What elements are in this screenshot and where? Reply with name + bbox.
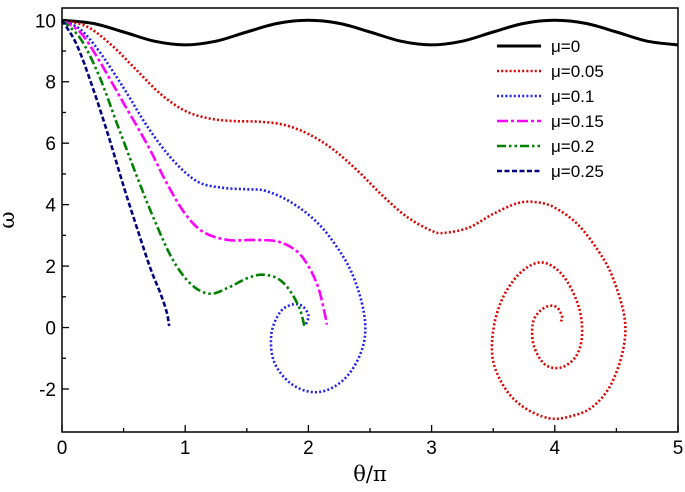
x-tick-label: 0	[57, 438, 68, 459]
y-tick-label: 10	[35, 11, 56, 32]
x-tick-label: 2	[303, 438, 314, 459]
x-tick-label: 5	[673, 438, 684, 459]
x-tick-label: 1	[180, 438, 191, 459]
x-tick-label: 3	[426, 438, 437, 459]
x-tick-label: 4	[550, 438, 561, 459]
y-tick-label: 0	[45, 319, 56, 340]
y-tick-label: 6	[45, 134, 56, 155]
legend-entry-label: μ=0.1	[551, 87, 594, 106]
x-axis-label: θ/π	[353, 462, 387, 486]
series-line-2	[61, 19, 367, 394]
legend: μ=0 μ=0.05 μ=0.1 μ=0.15 μ=0.2 μ=0.25	[497, 37, 604, 181]
series-line-0	[61, 18, 679, 47]
y-tick-label: 2	[45, 257, 56, 278]
legend-entry-label: μ=0	[551, 37, 580, 56]
legend-entry-label: μ=0.15	[551, 112, 604, 131]
y-tick-label: 8	[45, 73, 56, 94]
y-axis-label: ω	[0, 211, 19, 228]
y-tick-label: -2	[39, 380, 56, 401]
legend-entry-label: μ=0.2	[551, 137, 594, 156]
legend-entry-label: μ=0.25	[551, 162, 604, 181]
y-tick-label: 4	[45, 196, 56, 217]
series-line-4	[61, 19, 306, 328]
series-line-3	[61, 19, 329, 325]
ticks-layer: 0 1 2 3 4 5 -2 0 2 4 6 8 10	[35, 11, 683, 459]
legend-entry-label: μ=0.05	[551, 62, 604, 81]
series-line-5	[60, 19, 171, 327]
series-layer	[60, 18, 679, 421]
